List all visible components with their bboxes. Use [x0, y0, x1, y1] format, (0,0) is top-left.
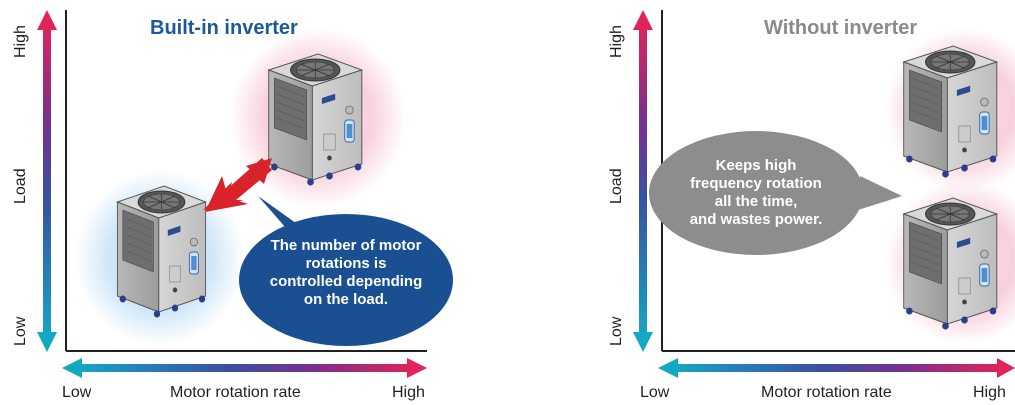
rotation-axis-arrow — [672, 364, 1002, 372]
speech-bubble-icon — [649, 131, 902, 255]
rotation-axis-arrowhead-high — [407, 358, 427, 378]
x-axis-mid-label: Motor rotation rate — [170, 384, 301, 401]
y-axis-low-label: Low — [608, 316, 625, 346]
bubble-line: and wastes power. — [689, 211, 823, 228]
no-inverter-panel: Without inverter High Load Low Low Motor… — [560, 0, 1015, 405]
load-axis-arrow — [43, 22, 51, 340]
inverter-diagram — [37, 10, 453, 378]
y-axis-mid-label: Load — [608, 168, 625, 204]
y-axis-mid-label: Load — [12, 168, 29, 204]
y-axis-high-label: High — [12, 25, 29, 58]
panel-title-text: Without inverter — [764, 17, 918, 39]
double-arrow-icon — [203, 158, 272, 212]
chiller-unit-icon — [116, 185, 207, 318]
panel-title: Built-in inverter — [150, 17, 298, 40]
load-axis-arrowhead-high — [37, 10, 57, 30]
rotation-axis-arrow — [76, 364, 414, 372]
bubble-line: frequency rotation — [690, 175, 822, 192]
panel-title-text: Built-in inverter — [150, 17, 298, 39]
x-axis-mid-label: Motor rotation rate — [761, 384, 892, 401]
bubble-line: controlled depending — [269, 273, 423, 290]
chiller-unit-icon — [903, 45, 998, 178]
x-axis-high-label: High — [392, 384, 425, 401]
load-axis-arrowhead-low — [633, 332, 653, 352]
load-axis-arrowhead-high — [633, 10, 653, 30]
rotation-axis-arrowhead-low — [658, 358, 678, 378]
bubble-line: Keeps high — [715, 157, 797, 174]
chiller-unit-icon — [903, 197, 998, 330]
speech-bubble-icon — [239, 196, 453, 346]
bubble-line: all the time, — [714, 193, 798, 210]
bubble-text: Keeps high frequency rotation all the ti… — [660, 157, 852, 229]
bubble-line: rotations is — [305, 255, 387, 272]
inverter-panel: Built-in inverter High Load Low Low Moto… — [0, 0, 480, 405]
rotation-axis-arrowhead-low — [62, 358, 82, 378]
y-axis-high-label: High — [608, 25, 625, 58]
load-axis-arrowhead-low — [37, 332, 57, 352]
x-axis-high-label: High — [973, 384, 1006, 401]
bubble-line: The number of motor — [270, 237, 422, 254]
bubble-text: The number of motor rotations is control… — [240, 237, 452, 309]
y-axis-low-label: Low — [12, 316, 29, 346]
chiller-unit-icon — [268, 53, 363, 186]
x-axis-low-label: Low — [62, 384, 92, 401]
bubble-line: on the load. — [303, 291, 389, 308]
rotation-axis-arrowhead-high — [997, 358, 1015, 378]
panel-title: Without inverter — [764, 17, 917, 40]
load-axis-arrow — [639, 22, 647, 340]
x-axis-low-label: Low — [640, 384, 670, 401]
no-inverter-diagram — [633, 10, 1015, 378]
